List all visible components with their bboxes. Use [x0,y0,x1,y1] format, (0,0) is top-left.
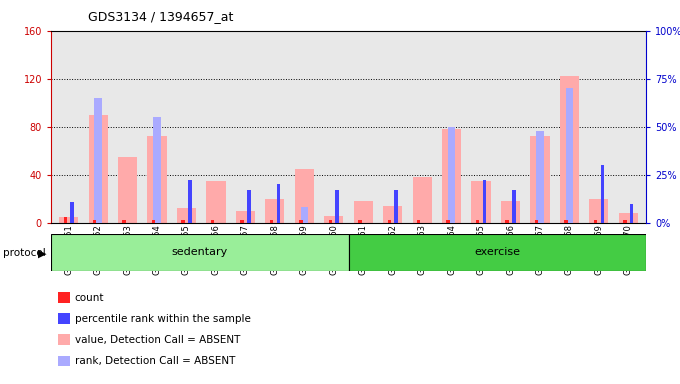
Text: exercise: exercise [474,247,520,258]
Bar [354,201,373,223]
Bar [211,220,214,223]
Bar [177,208,196,223]
Bar [335,190,339,223]
Bar [600,165,604,223]
Bar [442,129,461,223]
Text: value, Detection Call = ABSENT: value, Detection Call = ABSENT [75,335,240,345]
Bar [537,131,543,223]
Bar [148,136,167,223]
Bar [188,180,192,223]
Text: rank, Detection Call = ABSENT: rank, Detection Call = ABSENT [75,356,235,366]
Bar [299,220,303,223]
Bar [154,117,160,223]
Bar [59,217,78,223]
Bar [71,202,74,223]
Bar [619,213,638,223]
Bar [512,190,515,223]
Bar [630,204,634,223]
Bar [483,180,486,223]
Text: protocol: protocol [3,248,46,258]
Bar [388,220,391,223]
Bar [247,190,250,223]
Text: percentile rank within the sample: percentile rank within the sample [75,314,251,324]
Text: count: count [75,293,104,303]
Bar [471,181,491,223]
Bar [417,220,420,223]
Bar [476,220,479,223]
Bar [301,207,308,223]
Bar [152,220,155,223]
Bar [182,220,185,223]
Text: ▶: ▶ [38,248,46,258]
Bar [277,184,280,223]
Bar [270,220,273,223]
Bar [594,220,597,223]
Bar [383,206,403,223]
Bar [534,220,539,223]
Text: sedentary: sedentary [171,247,228,258]
Bar [122,220,126,223]
Bar [93,220,97,223]
Bar [505,220,509,223]
Text: GDS3134 / 1394657_at: GDS3134 / 1394657_at [88,10,234,23]
Bar [530,136,549,223]
Bar [560,76,579,223]
Bar [348,234,646,271]
Bar [413,177,432,223]
Bar [265,199,284,223]
Bar [447,220,450,223]
Bar [590,199,609,223]
Bar [501,201,520,223]
Bar [63,217,67,223]
Bar [358,220,362,223]
Bar [324,215,343,223]
Bar [623,220,626,223]
Bar [236,211,255,223]
Bar [394,190,398,223]
Bar [240,220,243,223]
Bar [294,169,314,223]
Bar [95,98,102,223]
Bar [51,234,348,271]
Bar [206,181,226,223]
Bar [564,220,568,223]
Bar [328,220,332,223]
Bar [88,115,107,223]
Bar [448,127,455,223]
Bar [566,88,573,223]
Bar [118,157,137,223]
